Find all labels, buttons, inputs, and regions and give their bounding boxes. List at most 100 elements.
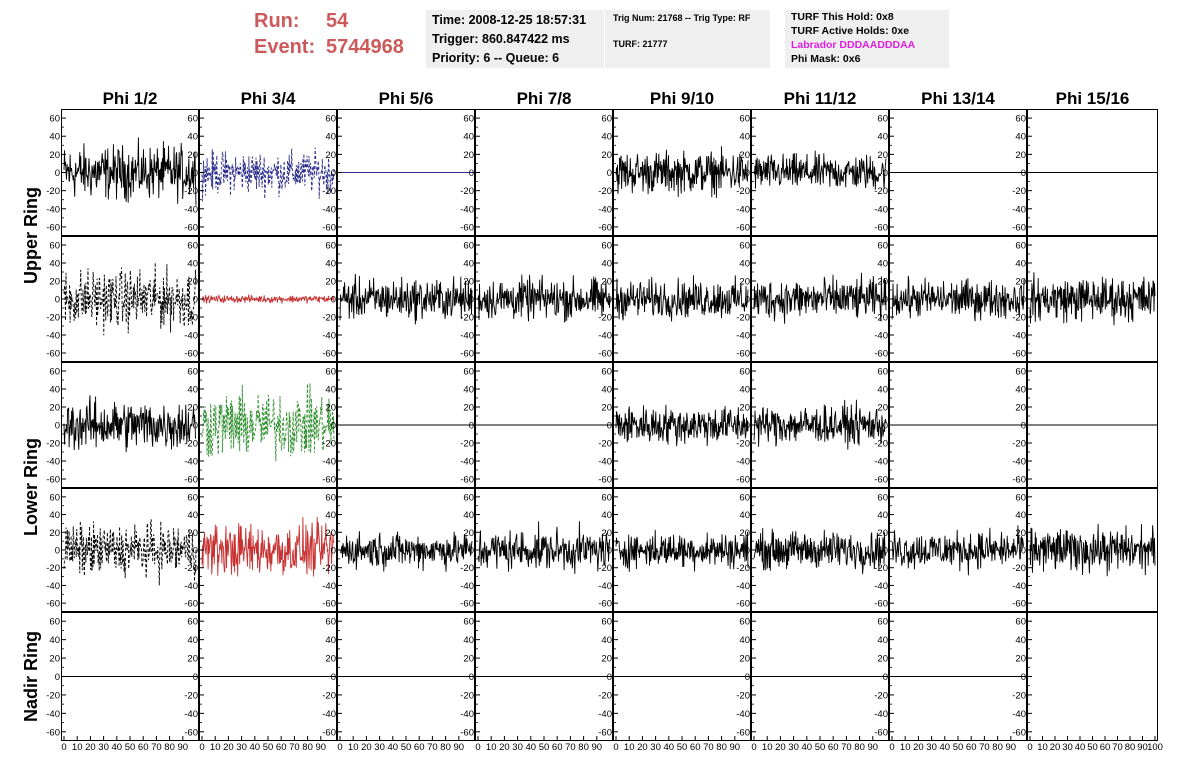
x-tick-label: 40 — [802, 742, 813, 753]
y-tick-label: -20 — [184, 563, 198, 574]
trace-series — [63, 137, 197, 206]
y-tick-label: -40 — [46, 204, 60, 215]
y-tick-label: -40 — [460, 709, 474, 720]
event-value: 5744968 — [326, 36, 404, 58]
x-tick-label: 80 — [1125, 742, 1136, 753]
y-tick-label: -60 — [322, 475, 336, 486]
y-tick-label: 20 — [739, 403, 750, 414]
y-tick-label: -60 — [460, 599, 474, 610]
y-tick-label: 0 — [469, 546, 474, 557]
x-tick-label: 40 — [388, 742, 399, 753]
x-tick-label: 80 — [992, 742, 1003, 753]
trace-series — [63, 519, 197, 586]
x-tick-label: 30 — [236, 742, 247, 753]
y-tick-label: -20 — [184, 439, 198, 450]
y-tick-label: -40 — [874, 709, 888, 720]
y-tick-label: 60 — [49, 617, 60, 628]
y-tick-label: 40 — [325, 635, 336, 646]
trace-series — [63, 262, 197, 336]
y-tick-label: -40 — [736, 581, 750, 592]
y-tick-label: 60 — [1015, 492, 1026, 503]
waveform-panel: -60 -40 -20 0 20 40 60 — [1012, 612, 1158, 741]
y-tick-label: 0 — [607, 421, 612, 432]
trace-series — [753, 528, 887, 575]
y-tick-label: 20 — [877, 150, 888, 161]
y-tick-label: -60 — [184, 599, 198, 610]
x-tick-label: 70 — [151, 742, 162, 753]
y-tick-label: -20 — [874, 439, 888, 450]
trace-series — [1029, 523, 1156, 577]
y-tick-label: 60 — [187, 617, 198, 628]
y-tick-label: 0 — [883, 546, 888, 557]
y-tick-label: 20 — [187, 403, 198, 414]
waveform-panel: -60 -40 -20 0 20 40 60 — [460, 488, 613, 612]
y-tick-label: -60 — [874, 599, 888, 610]
y-tick-label: 20 — [1015, 277, 1026, 288]
x-tick-label: 30 — [926, 742, 937, 753]
y-tick-label: 40 — [49, 385, 60, 396]
column-header: Phi 1/2 — [103, 89, 158, 108]
waveform-panel: -60 -40 -20 0 20 40 60 — [322, 612, 475, 741]
y-tick-label: 60 — [877, 492, 888, 503]
y-tick-label: -40 — [736, 457, 750, 468]
y-tick-label: -20 — [874, 186, 888, 197]
y-tick-label: 0 — [469, 672, 474, 683]
y-tick-label: 20 — [739, 150, 750, 161]
y-tick-label: 40 — [739, 635, 750, 646]
x-tick-label: 70 — [703, 742, 714, 753]
x-tick-label: 100 — [1147, 742, 1163, 753]
y-tick-label: -20 — [598, 690, 612, 701]
y-tick-label: 40 — [463, 385, 474, 396]
y-tick-label: 40 — [877, 132, 888, 143]
y-tick-label: -60 — [598, 727, 612, 738]
waveform-panel: -60 -40 -20 0 20 40 60 — [1012, 362, 1158, 488]
y-tick-label: -20 — [874, 313, 888, 324]
y-tick-label: -40 — [874, 331, 888, 342]
y-tick-label: 0 — [745, 295, 750, 306]
trace-series — [1029, 272, 1156, 326]
waveform-panel: -60 -40 -20 0 20 40 60 — [460, 236, 613, 362]
y-tick-label: 40 — [463, 635, 474, 646]
y-tick-label: 20 — [463, 654, 474, 665]
trace-series — [615, 146, 749, 199]
y-tick-label: 40 — [739, 259, 750, 270]
x-tick-label: 10 — [348, 742, 359, 753]
y-tick-label: 60 — [325, 617, 336, 628]
y-tick-label: 60 — [877, 241, 888, 252]
y-tick-label: 40 — [1015, 510, 1026, 521]
y-tick-label: -60 — [184, 222, 198, 233]
y-tick-label: 20 — [49, 403, 60, 414]
trace-series — [615, 275, 749, 322]
waveform-panel: -60 -40 -20 0 20 40 60 — [46, 109, 199, 236]
y-tick-label: 40 — [463, 510, 474, 521]
y-tick-label: -60 — [184, 727, 198, 738]
y-tick-label: -40 — [184, 709, 198, 720]
y-tick-label: 20 — [877, 654, 888, 665]
y-tick-label: 60 — [601, 241, 612, 252]
y-tick-label: 0 — [1021, 546, 1026, 557]
time-text: Time: 2008-12-25 18:57:31 — [432, 13, 587, 27]
y-tick-label: 0 — [331, 421, 336, 432]
waveform-panel: -60 -40 -20 0 20 40 60 — [736, 612, 889, 741]
y-tick-label: -20 — [598, 186, 612, 197]
y-tick-label: 40 — [877, 385, 888, 396]
y-tick-label: 20 — [1015, 150, 1026, 161]
waveform-panel: -60 -40 -20 0 20 40 60 — [874, 109, 1027, 236]
y-tick-label: -20 — [874, 690, 888, 701]
y-tick-label: -40 — [736, 204, 750, 215]
y-tick-label: 20 — [463, 528, 474, 539]
x-tick-label: 20 — [913, 742, 924, 753]
y-tick-label: -40 — [46, 581, 60, 592]
y-tick-label: -20 — [736, 186, 750, 197]
y-tick-label: 0 — [55, 546, 60, 557]
phi-mask-text: Phi Mask: 0x6 — [791, 53, 861, 65]
y-tick-label: 20 — [325, 150, 336, 161]
x-tick-label: 50 — [953, 742, 964, 753]
y-tick-label: -40 — [322, 204, 336, 215]
trigger-info-box: Trig Num: 21768 -- Trig Type: RF TURF: 2… — [605, 10, 770, 68]
waveform-panel: -60 -40 -20 0 20 40 60 — [598, 236, 751, 362]
y-tick-label: -40 — [598, 709, 612, 720]
trace-series — [339, 531, 473, 572]
y-tick-label: -60 — [460, 727, 474, 738]
y-tick-label: 20 — [739, 654, 750, 665]
